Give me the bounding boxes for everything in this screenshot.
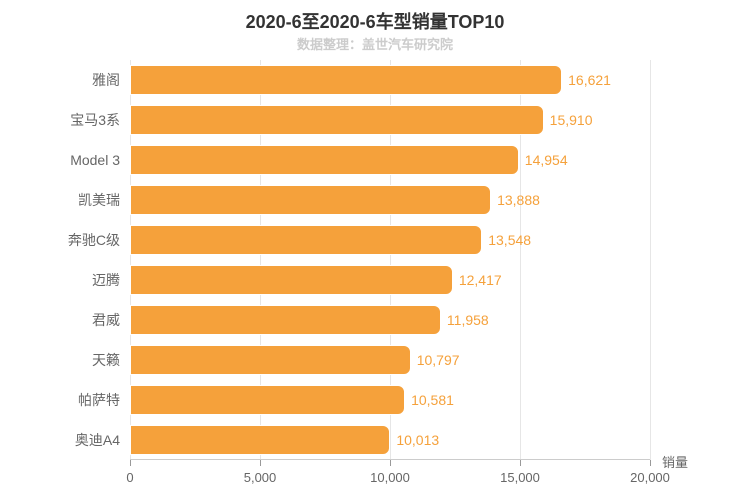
bar bbox=[130, 65, 562, 95]
chart-subtitle: 数据整理：盖世汽车研究院 bbox=[0, 34, 750, 53]
bar-value-label: 14,954 bbox=[525, 152, 568, 168]
y-tick-label: 天籁 bbox=[92, 350, 120, 370]
y-tick-label: 凯美瑞 bbox=[78, 190, 120, 210]
bar-value-label: 10,013 bbox=[396, 432, 439, 448]
x-tick-label: 10,000 bbox=[370, 470, 410, 485]
bar-value-label: 15,910 bbox=[550, 112, 593, 128]
x-tick-label: 5,000 bbox=[244, 470, 277, 485]
bar-value-label: 13,548 bbox=[488, 232, 531, 248]
x-tick-label: 20,000 bbox=[630, 470, 670, 485]
bar bbox=[130, 105, 544, 135]
plot-area: 05,00010,00015,00020,000销量雅阁16,621宝马3系15… bbox=[130, 60, 650, 460]
bar-value-label: 10,581 bbox=[411, 392, 454, 408]
bar bbox=[130, 145, 519, 175]
y-tick-label: 君威 bbox=[92, 310, 120, 330]
bar-value-label: 16,621 bbox=[568, 72, 611, 88]
y-tick-label: 雅阁 bbox=[92, 70, 120, 90]
x-tick bbox=[130, 460, 131, 466]
bar bbox=[130, 385, 405, 415]
gridline bbox=[650, 60, 651, 460]
chart-title: 2020-6至2020-6车型销量TOP10 bbox=[0, 8, 750, 34]
x-tick bbox=[650, 460, 651, 466]
x-tick bbox=[260, 460, 261, 466]
y-tick-label: 宝马3系 bbox=[70, 110, 120, 130]
x-tick bbox=[520, 460, 521, 466]
bar bbox=[130, 345, 411, 375]
bar-value-label: 11,958 bbox=[447, 312, 489, 328]
bar-value-label: 13,888 bbox=[497, 192, 540, 208]
y-tick-label: 迈腾 bbox=[92, 270, 120, 290]
sales-bar-chart: 2020-6至2020-6车型销量TOP10 数据整理：盖世汽车研究院 05,0… bbox=[0, 0, 750, 500]
x-axis-line bbox=[130, 459, 650, 460]
y-tick-label: 帕萨特 bbox=[78, 390, 120, 410]
x-tick-label: 15,000 bbox=[500, 470, 540, 485]
y-tick-label: Model 3 bbox=[70, 152, 120, 168]
x-axis-title: 销量 bbox=[662, 452, 688, 471]
bar-value-label: 10,797 bbox=[417, 352, 460, 368]
bar bbox=[130, 185, 491, 215]
bar bbox=[130, 425, 390, 455]
x-tick bbox=[390, 460, 391, 466]
x-tick-label: 0 bbox=[126, 470, 133, 485]
bar-value-label: 12,417 bbox=[459, 272, 502, 288]
y-tick-label: 奔驰C级 bbox=[68, 230, 120, 250]
y-tick-label: 奥迪A4 bbox=[75, 430, 120, 450]
bar bbox=[130, 305, 441, 335]
bar bbox=[130, 265, 453, 295]
bar bbox=[130, 225, 482, 255]
